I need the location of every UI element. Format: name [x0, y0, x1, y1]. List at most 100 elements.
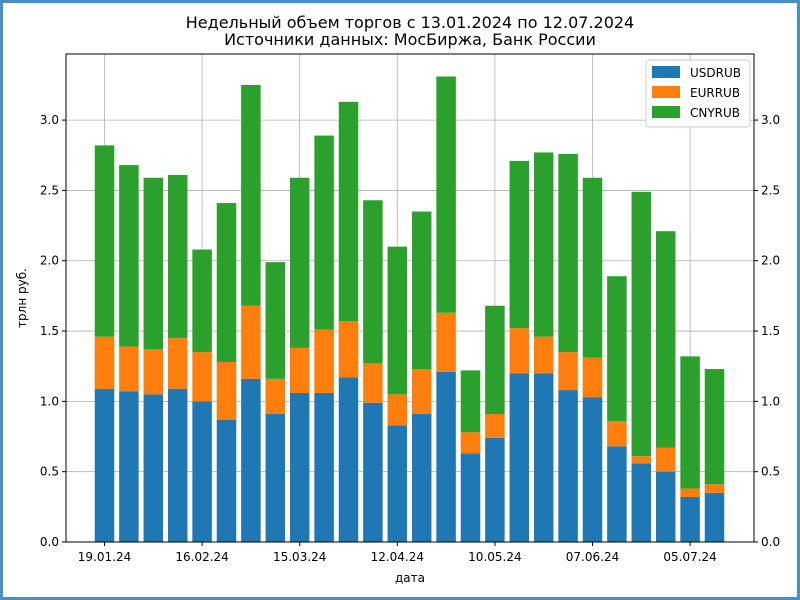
chart-title: Недельный объем торгов с 13.01.2024 по 1…: [186, 13, 634, 32]
bar-cnyrub: [192, 249, 212, 353]
bar-eurrub: [241, 305, 261, 379]
bar-eurrub: [533, 336, 554, 374]
bar-eurrub: [216, 361, 237, 420]
bar-eurrub: [314, 329, 334, 393]
chart-subtitle: Источники данных: МосБиржа, Банк России: [224, 30, 596, 49]
x-tick-label: 15.03.24: [273, 550, 326, 564]
x-tick-label: 19.01.24: [78, 550, 131, 564]
bar-eurrub: [338, 321, 359, 378]
bar-cnyrub: [363, 200, 383, 364]
bar-usdrub: [631, 463, 652, 542]
bar-usdrub: [704, 492, 725, 542]
legend-swatch-eurrub: [652, 86, 680, 98]
bar-usdrub: [558, 390, 578, 542]
y-tick-label-right: 3.0: [761, 113, 780, 127]
bar-eurrub: [167, 338, 188, 389]
bar-eurrub: [509, 328, 530, 374]
y-axis-label: трлн руб.: [15, 268, 29, 328]
bar-cnyrub: [338, 101, 359, 322]
bar-usdrub: [509, 373, 530, 542]
bar-eurrub: [265, 378, 286, 415]
x-tick-label: 07.06.24: [566, 550, 619, 564]
legend-label-usdrub: USDRUB: [690, 66, 741, 80]
y-tick-label-left: 3.0: [40, 113, 59, 127]
bar-eurrub: [704, 484, 725, 493]
bar-usdrub: [314, 392, 334, 542]
bar-cnyrub: [94, 145, 115, 337]
x-tick-label: 05.07.24: [663, 550, 716, 564]
bar-cnyrub: [680, 356, 700, 489]
axis-ticks: 0.0 0.0 0.5 0.5 1.0 1.0 1.5 1.5 2.0 2.0 2.5 2.5 3.0 3…: [40, 113, 780, 564]
bar-usdrub: [192, 401, 212, 542]
bar-cnyrub: [631, 191, 652, 457]
y-tick-label-left: 1.5: [40, 324, 59, 338]
bar-eurrub: [655, 447, 676, 472]
bar-usdrub: [680, 496, 700, 542]
bar-eurrub: [558, 352, 578, 391]
bar-usdrub: [460, 453, 481, 542]
legend-swatch-usdrub: [652, 66, 680, 78]
bar-usdrub: [143, 394, 164, 542]
bar-eurrub: [192, 352, 212, 402]
bar-usdrub: [216, 419, 237, 542]
bar-eurrub: [143, 349, 164, 395]
y-tick-label-left: 2.0: [40, 254, 59, 268]
bar-eurrub: [607, 421, 627, 447]
legend: USDRUB EURRUB CNYRUB: [645, 59, 751, 128]
bar-usdrub: [94, 388, 115, 542]
y-tick-label-right: 1.5: [761, 324, 780, 338]
bar-cnyrub: [119, 165, 139, 347]
bar-cnyrub: [485, 305, 505, 415]
bar-cnyrub: [509, 160, 530, 329]
bar-eurrub: [289, 347, 310, 393]
y-tick-label-right: 2.5: [761, 183, 780, 197]
y-tick-label-left: 2.5: [40, 183, 59, 197]
bar-usdrub: [338, 377, 359, 542]
bar-eurrub: [387, 394, 408, 426]
bar-usdrub: [363, 402, 383, 542]
bar-cnyrub: [216, 203, 237, 362]
bar-cnyrub: [241, 84, 261, 306]
bar-cnyrub: [582, 177, 603, 358]
legend-label-cnyrub: CNYRUB: [690, 106, 740, 120]
legend-label-eurrub: EURRUB: [690, 86, 740, 100]
bar-eurrub: [411, 369, 432, 415]
bar-cnyrub: [704, 369, 725, 485]
bar-usdrub: [533, 373, 554, 542]
bar-eurrub: [582, 357, 603, 398]
y-tick-label-right: 2.0: [761, 254, 780, 268]
bar-usdrub: [119, 391, 139, 542]
y-tick-label-left: 0.5: [40, 465, 59, 479]
bar-eurrub: [631, 456, 652, 464]
bar-eurrub: [94, 336, 115, 389]
bar-cnyrub: [436, 76, 456, 313]
bars-group: [94, 76, 725, 542]
bar-usdrub: [582, 397, 603, 542]
x-tick-label: 12.04.24: [371, 550, 424, 564]
plot-area-frame: [65, 53, 755, 543]
bar-cnyrub: [411, 211, 432, 370]
x-axis-label: дата: [395, 571, 425, 585]
bar-usdrub: [436, 371, 456, 542]
bar-cnyrub: [314, 135, 334, 330]
bar-cnyrub: [607, 276, 627, 422]
bar-usdrub: [167, 388, 188, 542]
y-tick-label-right: 0.0: [761, 535, 780, 549]
bar-eurrub: [485, 414, 505, 438]
y-tick-label-right: 0.5: [761, 465, 780, 479]
bar-cnyrub: [143, 177, 164, 350]
bar-usdrub: [485, 437, 505, 542]
bar-cnyrub: [655, 231, 676, 448]
bar-eurrub: [460, 432, 481, 454]
bar-cnyrub: [289, 177, 310, 348]
bar-usdrub: [387, 425, 408, 542]
bar-usdrub: [655, 471, 676, 542]
bar-cnyrub: [387, 246, 408, 395]
bar-usdrub: [265, 414, 286, 542]
bar-eurrub: [680, 488, 700, 497]
bar-usdrub: [607, 446, 627, 542]
y-tick-label-right: 1.0: [761, 394, 780, 408]
bar-eurrub: [436, 312, 456, 372]
y-tick-label-left: 1.0: [40, 394, 59, 408]
